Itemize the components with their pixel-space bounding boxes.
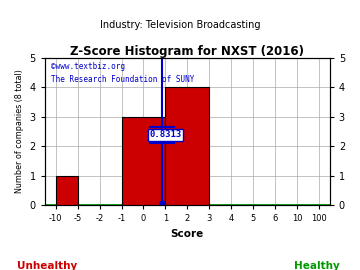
Text: Healthy: Healthy (294, 261, 340, 270)
Bar (56, 176, 78, 205)
Bar (122, 117, 165, 205)
Bar (165, 87, 209, 205)
Text: The Research Foundation of SUNY: The Research Foundation of SUNY (50, 75, 194, 85)
Text: Industry: Television Broadcasting: Industry: Television Broadcasting (100, 20, 260, 30)
Text: Unhealthy: Unhealthy (17, 261, 77, 270)
Y-axis label: Number of companies (8 total): Number of companies (8 total) (15, 69, 24, 193)
Text: ©www.textbiz.org: ©www.textbiz.org (50, 62, 125, 71)
X-axis label: Score: Score (171, 229, 204, 239)
Title: Z-Score Histogram for NXST (2016): Z-Score Histogram for NXST (2016) (70, 45, 304, 58)
Text: 0.8313: 0.8313 (150, 130, 182, 140)
